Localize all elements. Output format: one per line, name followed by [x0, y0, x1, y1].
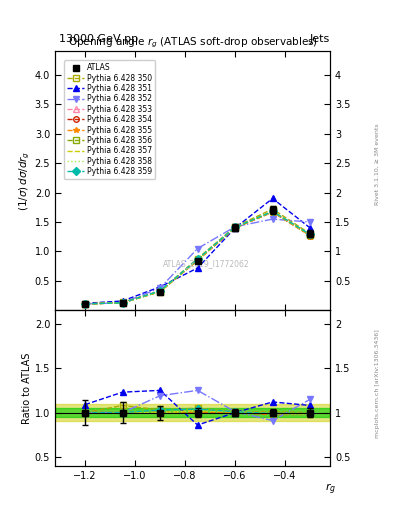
Text: Jets: Jets [310, 33, 330, 44]
Text: Rivet 3.1.10, ≥ 3M events: Rivet 3.1.10, ≥ 3M events [375, 123, 380, 205]
Text: mcplots.cern.ch [arXiv:1306.3436]: mcplots.cern.ch [arXiv:1306.3436] [375, 330, 380, 438]
Bar [55, 408, 330, 417]
Title: Opening angle $r_g$ (ATLAS soft-drop observables): Opening angle $r_g$ (ATLAS soft-drop obs… [68, 36, 318, 51]
Y-axis label: $(1/\sigma)\,d\sigma/dr_g$: $(1/\sigma)\,d\sigma/dr_g$ [17, 151, 32, 211]
Text: ATLAS_2019_I1772062: ATLAS_2019_I1772062 [163, 259, 250, 268]
Y-axis label: Ratio to ATLAS: Ratio to ATLAS [22, 352, 32, 424]
Text: 13000 GeV pp: 13000 GeV pp [59, 33, 138, 44]
X-axis label: $r_g$: $r_g$ [325, 481, 336, 497]
Bar [55, 403, 330, 421]
Legend: ATLAS, Pythia 6.428 350, Pythia 6.428 351, Pythia 6.428 352, Pythia 6.428 353, P: ATLAS, Pythia 6.428 350, Pythia 6.428 35… [64, 60, 156, 179]
